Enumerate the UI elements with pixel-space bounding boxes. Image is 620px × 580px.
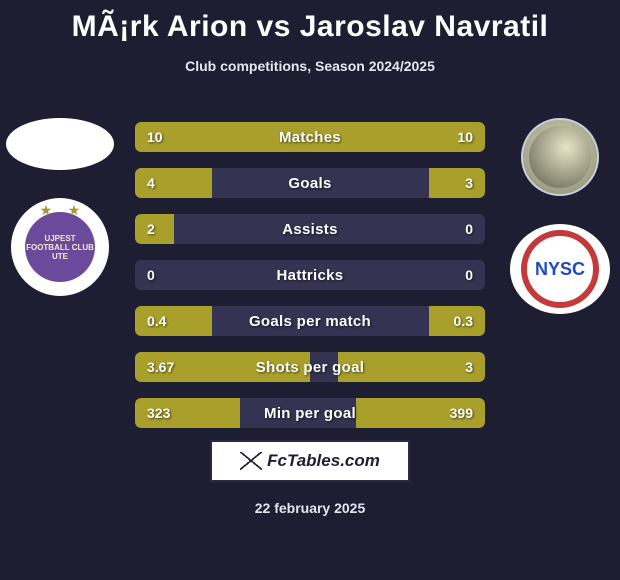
stat-row: 20Assists (135, 214, 485, 244)
left-player-column: ★ ★ UJPEST FOOTBALL CLUB UTE (0, 118, 120, 296)
stat-label: Min per goal (135, 398, 485, 428)
page-subtitle: Club competitions, Season 2024/2025 (0, 58, 620, 74)
star-icon: ★ ★ (40, 202, 81, 219)
stat-row: 323399Min per goal (135, 398, 485, 428)
player-left-avatar (6, 118, 114, 170)
stat-row: 43Goals (135, 168, 485, 198)
stat-label: Matches (135, 122, 485, 152)
chart-icon (240, 452, 262, 470)
site-name: FcTables.com (267, 451, 380, 471)
club-right-badge: NYSC (510, 224, 610, 314)
player-right-avatar (521, 118, 599, 196)
snapshot-date: 22 february 2025 (0, 500, 620, 516)
club-right-text: NYSC (535, 259, 585, 280)
page-title: MÃ¡rk Arion vs Jaroslav Navratil (0, 0, 620, 44)
stat-label: Hattricks (135, 260, 485, 290)
stat-label: Goals per match (135, 306, 485, 336)
stat-row: 1010Matches (135, 122, 485, 152)
stat-row: 0.40.3Goals per match (135, 306, 485, 336)
club-left-badge: ★ ★ UJPEST FOOTBALL CLUB UTE (11, 198, 109, 296)
right-player-column: NYSC (500, 118, 620, 314)
stat-label: Assists (135, 214, 485, 244)
stat-row: 3.673Shots per goal (135, 352, 485, 382)
stat-label: Shots per goal (135, 352, 485, 382)
stats-bars: 1010Matches 43Goals 20Assists 00Hattricks 0.… (135, 122, 485, 428)
stat-label: Goals (135, 168, 485, 198)
site-branding[interactable]: FcTables.com (210, 440, 410, 482)
club-left-text: UJPEST FOOTBALL CLUB UTE (25, 212, 95, 282)
stat-row: 00Hattricks (135, 260, 485, 290)
